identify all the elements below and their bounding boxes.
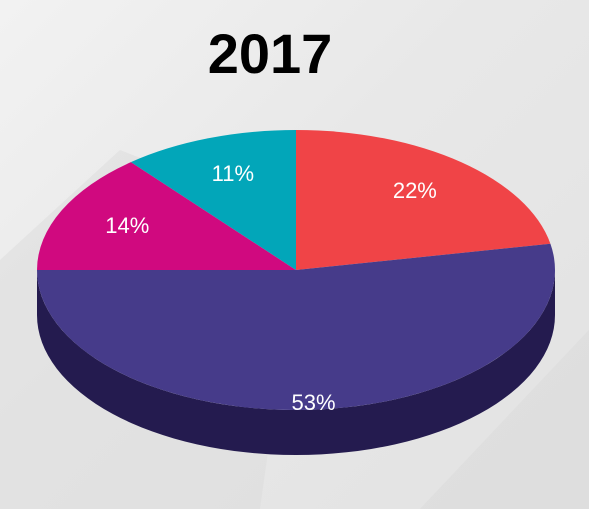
slice-4-wedge xyxy=(130,130,296,270)
pie-sides xyxy=(37,270,555,455)
chart-title: 2017 xyxy=(207,22,333,85)
slice-4-label: 11% xyxy=(212,161,254,186)
slice-1-wedge xyxy=(296,130,551,270)
slice-3-wedge xyxy=(37,162,296,270)
slice-2-label: 53% xyxy=(292,390,336,415)
slice-2-side xyxy=(37,270,555,455)
slice-1-label: 22% xyxy=(393,178,437,203)
slice-2-wedge xyxy=(37,243,555,410)
pie-tops xyxy=(37,130,555,410)
slice-3-label: 14% xyxy=(105,213,149,238)
pie-labels: 22% 53% 14% 11% xyxy=(105,161,437,415)
